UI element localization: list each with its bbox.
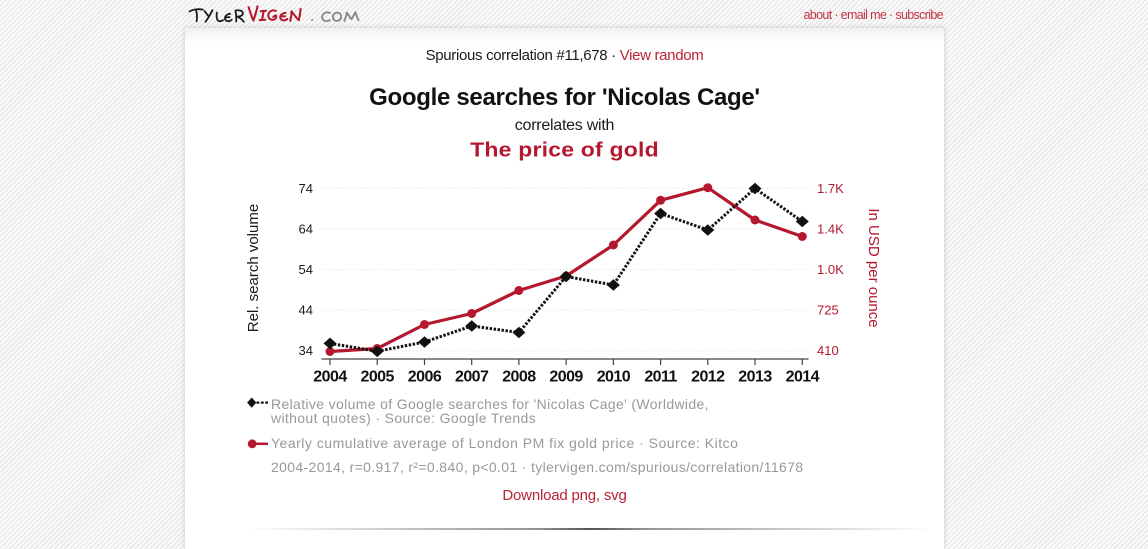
svg-text:2010: 2010	[597, 369, 631, 386]
svg-text:2008: 2008	[502, 369, 536, 386]
svg-text:410: 410	[817, 343, 839, 358]
svg-text:54: 54	[299, 262, 313, 277]
svg-text:Rel. search volume: Rel. search volume	[245, 204, 262, 332]
svg-text:2004: 2004	[313, 369, 347, 386]
svg-text:1.7K: 1.7K	[817, 181, 844, 196]
svg-text:1.4K: 1.4K	[817, 221, 844, 236]
svg-text:2013: 2013	[738, 369, 772, 386]
svg-text:74: 74	[299, 181, 313, 196]
svg-text:2011: 2011	[644, 369, 677, 386]
svg-text:2006: 2006	[408, 369, 442, 386]
svg-text:725: 725	[817, 303, 839, 318]
svg-text:2005: 2005	[360, 369, 394, 386]
svg-text:2014: 2014	[786, 369, 820, 386]
svg-text:2012: 2012	[691, 369, 725, 386]
svg-text:34: 34	[299, 343, 313, 358]
svg-text:64: 64	[299, 221, 313, 236]
svg-text:2007: 2007	[455, 369, 489, 386]
svg-text:1.0K: 1.0K	[817, 262, 844, 277]
svg-text:In USD per ounce: In USD per ounce	[865, 208, 882, 327]
svg-text:44: 44	[299, 303, 313, 318]
svg-text:2009: 2009	[549, 369, 583, 386]
